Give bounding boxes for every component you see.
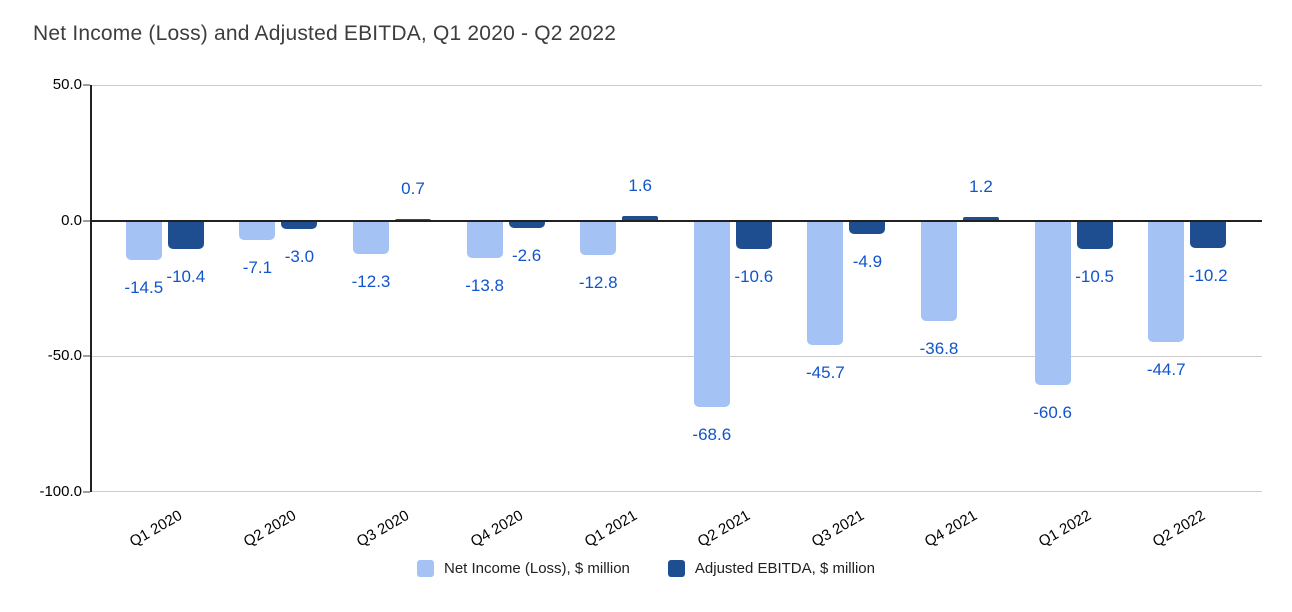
bar-net-income (125, 220, 162, 260)
legend-item-net-income: Net Income (Loss), $ million (417, 560, 630, 577)
bar-value-label: 1.6 (628, 176, 652, 196)
legend-label: Net Income (Loss), $ million (444, 560, 630, 577)
y-tick-mark (83, 219, 90, 222)
legend-swatch-adjusted-ebitda (667, 560, 685, 577)
x-tick-label: Q3 2020 (354, 507, 413, 551)
x-tick-label: Q4 2021 (922, 507, 981, 551)
bar-adjusted-ebitda (281, 220, 318, 229)
bar-adjusted-ebitda (508, 220, 545, 228)
bar-net-income (580, 220, 617, 256)
bar-adjusted-ebitda (963, 217, 999, 221)
bar-value-label: -12.3 (351, 272, 391, 292)
bar-net-income (1034, 220, 1071, 386)
x-tick-label: Q1 2020 (126, 507, 186, 551)
legend: Net Income (Loss), $ million Adjusted EBI… (0, 560, 1292, 577)
bar-net-income (353, 220, 389, 255)
y-tick-mark (83, 355, 90, 358)
gridline (90, 491, 1262, 492)
bar-adjusted-ebitda (622, 216, 659, 221)
bar-value-label: -36.8 (919, 338, 959, 358)
bar-adjusted-ebitda (849, 220, 886, 234)
plot-area: -14.5 -10.4 -7.1 -3.0 -12.3 0.7 -13.8 -2.6 -12.8… (90, 85, 1262, 492)
y-axis-line (90, 85, 92, 492)
bar-value-label: -2.6 (511, 245, 542, 265)
bar-adjusted-ebitda (167, 220, 204, 249)
x-tick-label: Q1 2021 (581, 507, 640, 551)
bar-value-label: -60.6 (1033, 403, 1072, 423)
bar-value-label: -7.1 (242, 257, 273, 277)
x-tick-label: Q4 2020 (467, 507, 527, 551)
bar-value-label: -12.8 (578, 273, 618, 293)
bar-adjusted-ebitda (1190, 220, 1227, 249)
legend-item-adjusted-ebitda: Adjusted EBITDA, $ million (667, 560, 875, 577)
y-tick-mark (83, 84, 90, 86)
bar-value-label: 0.7 (401, 178, 425, 198)
bar-value-label: -45.7 (806, 362, 845, 382)
bar-value-label: 1.2 (969, 177, 993, 197)
bar-value-label: -3.0 (284, 246, 315, 266)
legend-label: Adjusted EBITDA, $ million (694, 560, 875, 577)
x-tick-label: Q3 2021 (808, 507, 867, 551)
x-tick-label: Q1 2022 (1035, 507, 1095, 551)
bar-value-label: -68.6 (692, 424, 732, 444)
y-tick-label: 50.0 (52, 76, 82, 93)
bar-net-income (693, 220, 730, 407)
bar-value-label: -4.9 (852, 251, 883, 271)
bar-value-label: -44.7 (1146, 359, 1186, 379)
gridline (90, 85, 1262, 86)
bar-value-label: -10.6 (734, 267, 774, 287)
bar-value-label: -10.5 (1075, 267, 1114, 287)
bar-net-income (1148, 220, 1185, 342)
bar-net-income (466, 220, 503, 259)
bar-adjusted-ebitda (1076, 220, 1113, 250)
y-tick-mark (83, 491, 90, 493)
bar-net-income (921, 220, 957, 321)
bar-net-income (807, 220, 844, 345)
bar-net-income (239, 220, 276, 240)
chart-title: Net Income (Loss) and Adjusted EBITDA, Q… (33, 22, 617, 45)
x-tick-label: Q2 2020 (240, 507, 299, 551)
bar-value-label: -14.5 (124, 278, 164, 297)
y-tick-label: 0.0 (61, 211, 82, 229)
bar-value-label: -10.4 (166, 266, 206, 286)
x-tick-label: Q2 2021 (694, 507, 754, 551)
x-tick-label: Q2 2022 (1149, 507, 1208, 551)
legend-swatch-net-income (417, 560, 434, 577)
bar-adjusted-ebitda (735, 220, 772, 250)
zero-line (90, 219, 1262, 222)
bar-value-label: -13.8 (465, 276, 504, 296)
y-tick-label: -50.0 (47, 347, 82, 365)
y-tick-label: -100.0 (39, 483, 82, 500)
gridline (90, 356, 1262, 358)
bar-value-label: -10.2 (1188, 266, 1228, 286)
